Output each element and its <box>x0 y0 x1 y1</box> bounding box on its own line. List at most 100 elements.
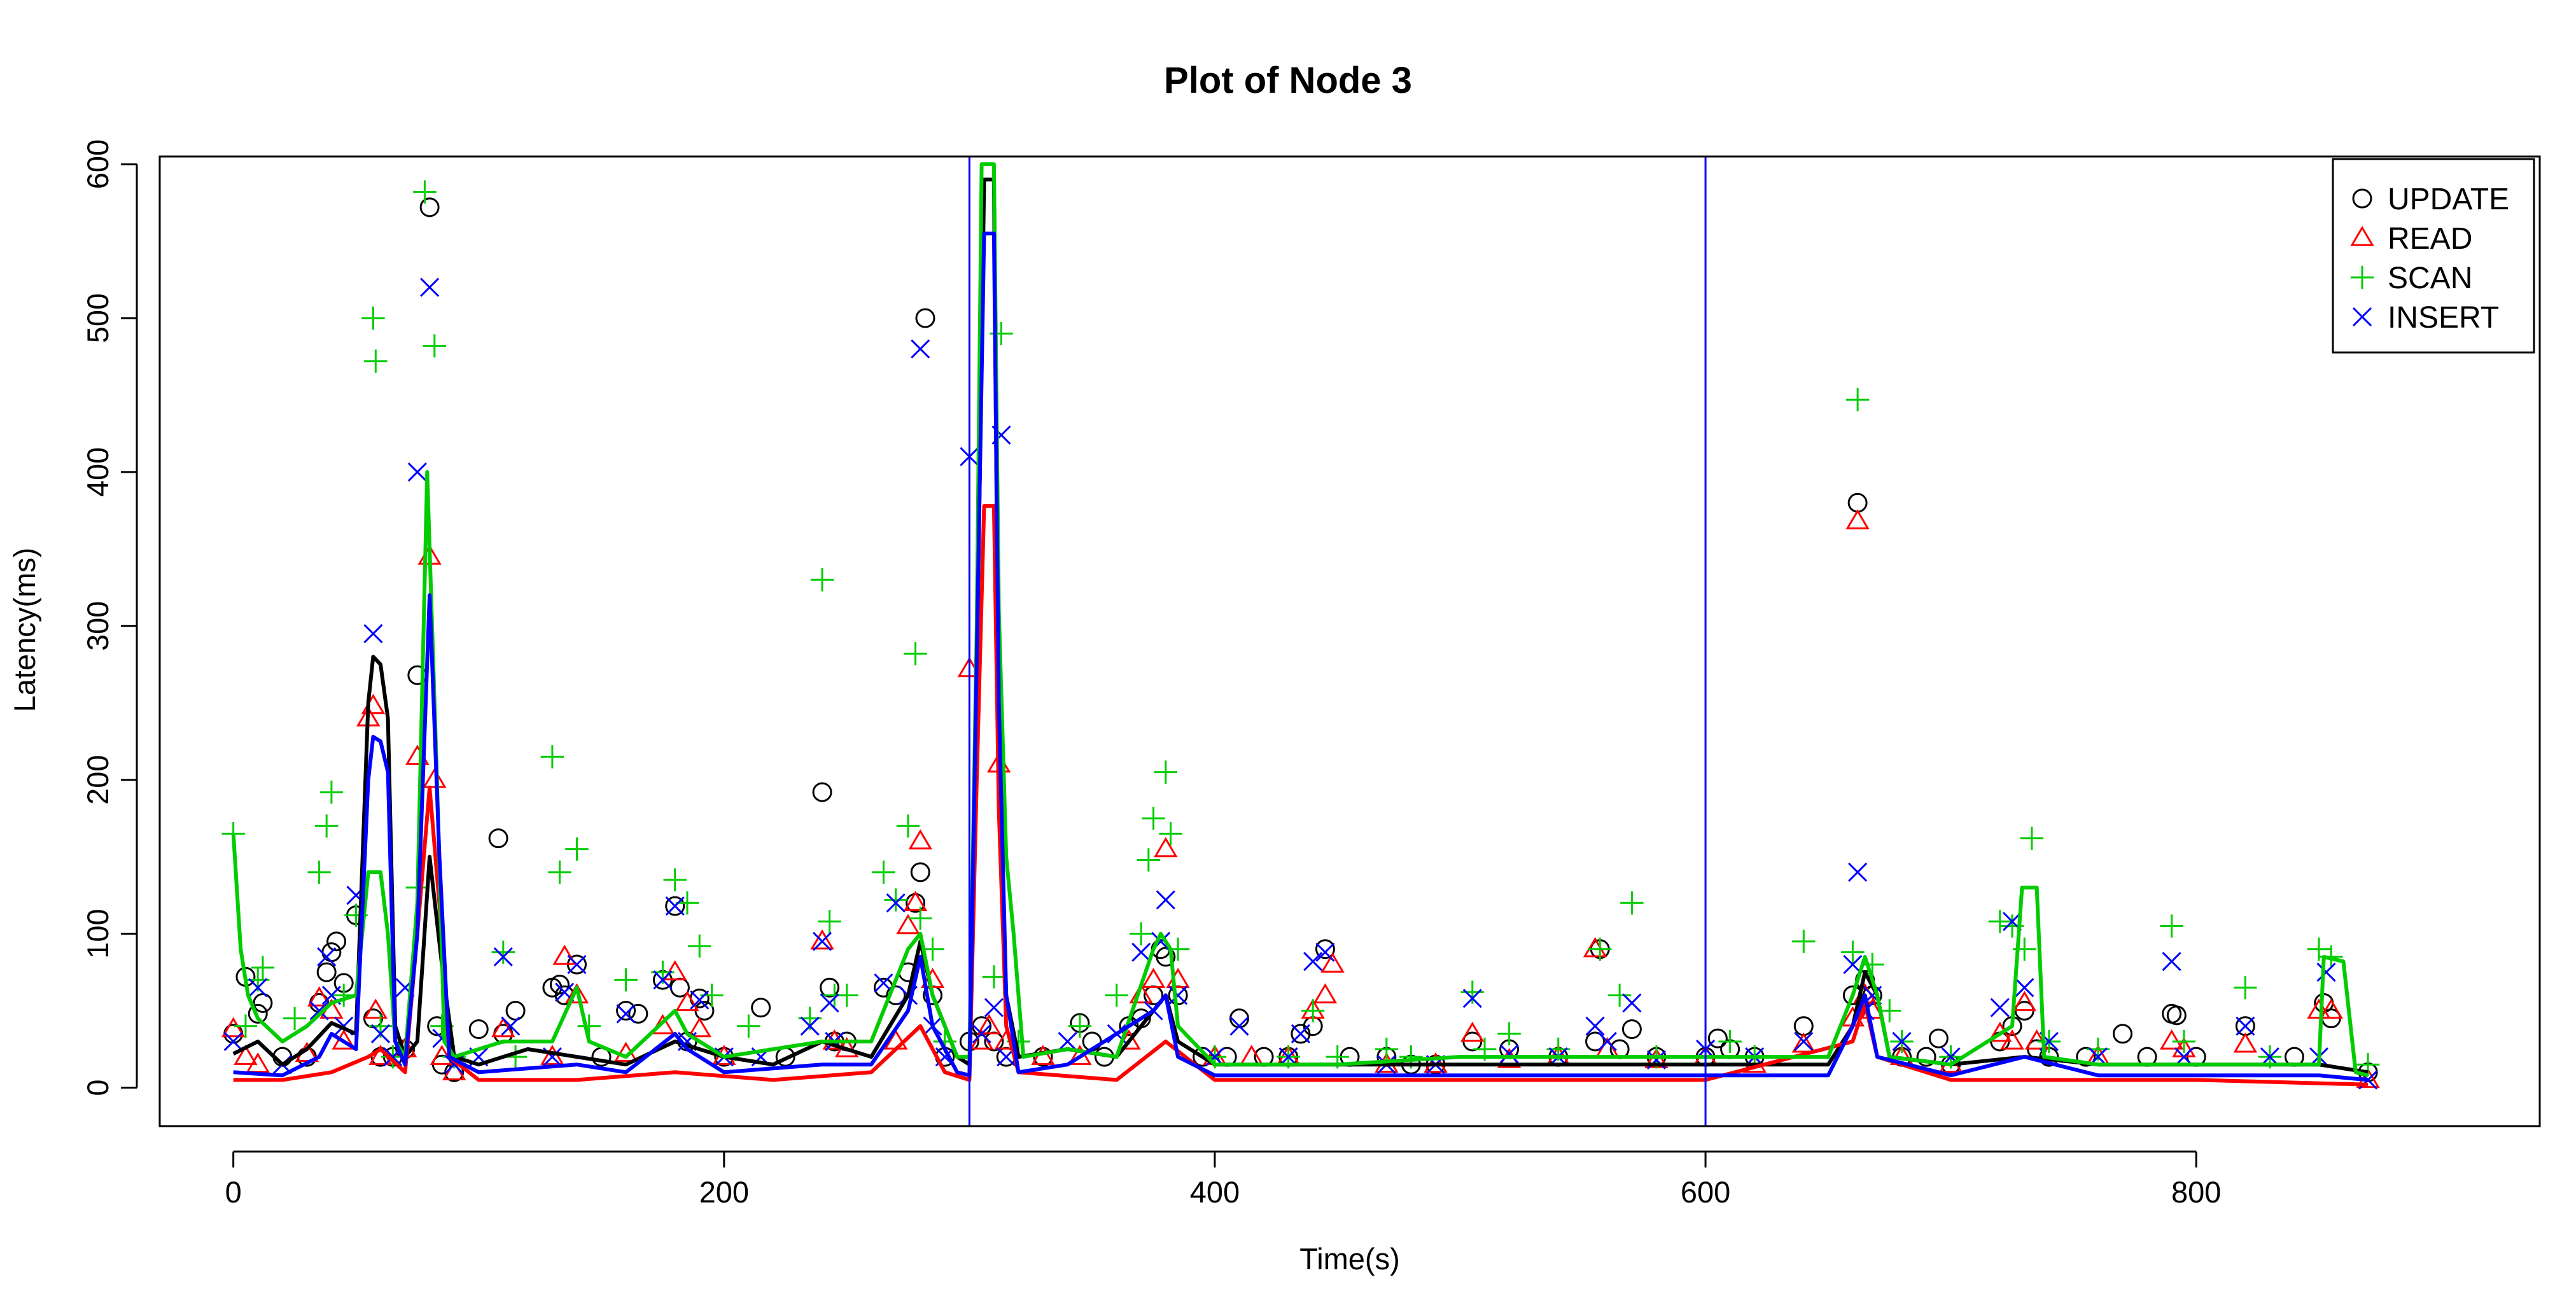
point-update <box>248 1003 268 1024</box>
point-insert <box>812 931 832 951</box>
point-read <box>810 929 834 950</box>
plot-area <box>221 157 2380 1126</box>
legend-marker-update <box>2352 188 2372 209</box>
point-scan <box>1861 952 1884 977</box>
point-insert <box>1597 1031 1617 1052</box>
point-read <box>896 914 920 935</box>
point-read <box>977 1014 1001 1035</box>
point-update <box>223 1024 244 1044</box>
point-scan <box>810 568 834 592</box>
point-scan <box>2020 826 2044 850</box>
point-scan <box>737 1014 760 1038</box>
point-scan <box>565 837 589 861</box>
point-scan <box>904 642 927 665</box>
point-scan <box>884 888 907 912</box>
point-scan <box>2160 914 2183 938</box>
legend-item-update: UPDATE <box>2352 183 2509 216</box>
x-tick-label: 0 <box>225 1175 242 1209</box>
point-scan <box>1159 822 1182 846</box>
point-insert <box>886 893 906 913</box>
legend-label-read: READ <box>2388 222 2472 256</box>
point-scan <box>1988 910 2012 933</box>
point-scan <box>835 984 858 1007</box>
point-insert <box>501 1016 521 1036</box>
point-scan <box>491 940 515 964</box>
point-insert <box>1303 952 1323 972</box>
point-update <box>2113 1024 2133 1044</box>
x-tick-label: 400 <box>1190 1175 1240 1209</box>
point-read <box>662 960 687 980</box>
point-insert <box>1622 993 1642 1013</box>
series-read-line <box>233 504 2369 1087</box>
point-scan <box>1301 999 1325 1022</box>
series-scan-line <box>231 162 2369 1078</box>
point-scan <box>364 349 388 373</box>
point-read <box>1313 983 1338 1004</box>
point-read <box>908 829 932 850</box>
point-scan <box>283 1007 307 1030</box>
point-insert <box>653 970 673 990</box>
point-scan <box>1375 1037 1399 1061</box>
point-update <box>628 1003 648 1024</box>
point-read <box>246 1052 270 1073</box>
point-read <box>221 1017 246 1038</box>
point-insert <box>567 954 587 975</box>
legend-item-scan: SCAN <box>2350 261 2472 295</box>
point-scan <box>1142 806 1165 830</box>
y-tick-label: 0 <box>81 1079 115 1096</box>
point-read <box>1460 1021 1485 1042</box>
point-scan <box>423 334 447 358</box>
point-read <box>2233 1032 2258 1053</box>
point-read <box>423 767 447 788</box>
point-read <box>1845 509 1870 530</box>
legend-marker-read <box>2350 225 2374 246</box>
point-update <box>549 974 570 994</box>
point-insert <box>616 1004 636 1024</box>
point-insert <box>1229 1016 1249 1036</box>
series-scan-points <box>221 180 2380 1077</box>
point-insert <box>2236 1016 2255 1036</box>
point-update <box>1315 939 1335 959</box>
series-update-points <box>223 197 2378 1082</box>
point-scan <box>614 968 638 992</box>
point-update <box>1793 1016 1814 1036</box>
legend-label-insert: INSERT <box>2388 301 2499 335</box>
point-update <box>616 1001 636 1021</box>
axes: 0 200 400 600 800 0 100 200 300 400 500 600 <box>81 139 2221 1209</box>
point-insert <box>363 624 383 643</box>
point-update <box>1707 1028 1728 1049</box>
point-scan <box>1845 388 1870 412</box>
x-tick-label: 600 <box>1681 1175 1730 1209</box>
point-read <box>1320 952 1345 973</box>
point-scan <box>663 868 687 892</box>
legend: UPDATE READ SCAN INSERT <box>2332 158 2535 354</box>
point-update <box>419 197 440 218</box>
point-update <box>253 993 273 1013</box>
point-read <box>363 998 388 1019</box>
point-scan <box>1154 760 1178 784</box>
point-insert <box>248 978 268 998</box>
point-scan <box>319 780 344 804</box>
point-insert <box>1585 1016 1605 1036</box>
point-scan <box>1588 937 1612 961</box>
point-scan <box>361 306 385 330</box>
y-tick-label: 200 <box>81 755 115 805</box>
point-insert <box>1156 890 1175 910</box>
plot-frame <box>158 155 2541 1127</box>
point-insert <box>1168 986 1188 1005</box>
point-read <box>2000 1029 2024 1050</box>
point-scan <box>1137 848 1161 872</box>
y-tick-label: 500 <box>81 293 115 343</box>
point-insert <box>1990 998 2010 1017</box>
point-update <box>1621 1019 1642 1040</box>
point-scan <box>1105 984 1128 1007</box>
point-scan <box>982 965 1006 989</box>
point-scan <box>896 814 920 838</box>
point-scan <box>2234 976 2257 1000</box>
y-tick-label: 100 <box>81 909 115 958</box>
y-axis-label: Latency(ms) <box>8 548 41 713</box>
point-update <box>316 962 337 982</box>
legend-marker-insert <box>2352 307 2372 327</box>
point-insert <box>420 277 440 297</box>
point-insert <box>1058 1031 1077 1052</box>
